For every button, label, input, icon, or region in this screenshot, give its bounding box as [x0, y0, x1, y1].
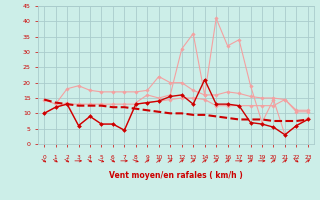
X-axis label: Vent moyen/en rafales ( km/h ): Vent moyen/en rafales ( km/h ) — [109, 171, 243, 180]
